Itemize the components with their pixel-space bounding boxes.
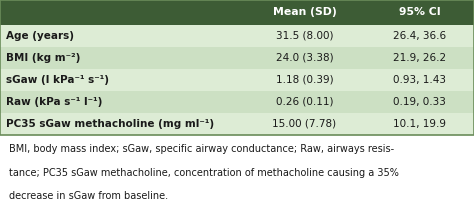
Text: BMI, body mass index; sGaw, specific airway conductance; Raw, airways resis-: BMI, body mass index; sGaw, specific air… bbox=[9, 144, 393, 154]
Bar bbox=[0, 91, 474, 113]
Text: 1.18 (0.39): 1.18 (0.39) bbox=[276, 75, 333, 85]
Text: 26.4, 36.6: 26.4, 36.6 bbox=[393, 31, 446, 41]
Text: 10.1, 19.9: 10.1, 19.9 bbox=[393, 119, 446, 129]
Text: 0.26 (0.11): 0.26 (0.11) bbox=[276, 97, 333, 107]
Text: decrease in sGaw from baseline.: decrease in sGaw from baseline. bbox=[9, 191, 168, 201]
Text: BMI (kg m⁻²): BMI (kg m⁻²) bbox=[6, 53, 80, 63]
Text: sGaw (l kPa⁻¹ s⁻¹): sGaw (l kPa⁻¹ s⁻¹) bbox=[6, 75, 109, 85]
Text: tance; PC35 sGaw methacholine, concentration of methacholine causing a 35%: tance; PC35 sGaw methacholine, concentra… bbox=[9, 168, 399, 178]
Text: PC35 sGaw methacholine (mg ml⁻¹): PC35 sGaw methacholine (mg ml⁻¹) bbox=[6, 119, 214, 129]
Text: 0.19, 0.33: 0.19, 0.33 bbox=[393, 97, 446, 107]
Text: Mean (SD): Mean (SD) bbox=[273, 8, 337, 18]
Text: Raw (kPa s⁻¹ l⁻¹): Raw (kPa s⁻¹ l⁻¹) bbox=[6, 97, 102, 107]
Bar bbox=[0, 25, 474, 47]
Text: 31.5 (8.00): 31.5 (8.00) bbox=[276, 31, 333, 41]
Text: 21.9, 26.2: 21.9, 26.2 bbox=[393, 53, 446, 63]
Bar bbox=[0, 47, 474, 69]
Bar bbox=[0, 0, 474, 25]
Text: 15.00 (7.78): 15.00 (7.78) bbox=[273, 119, 337, 129]
Bar bbox=[0, 69, 474, 91]
Bar bbox=[0, 113, 474, 135]
Text: 24.0 (3.38): 24.0 (3.38) bbox=[276, 53, 333, 63]
Text: Age (years): Age (years) bbox=[6, 31, 73, 41]
Text: 95% CI: 95% CI bbox=[399, 8, 440, 18]
Text: 0.93, 1.43: 0.93, 1.43 bbox=[393, 75, 446, 85]
